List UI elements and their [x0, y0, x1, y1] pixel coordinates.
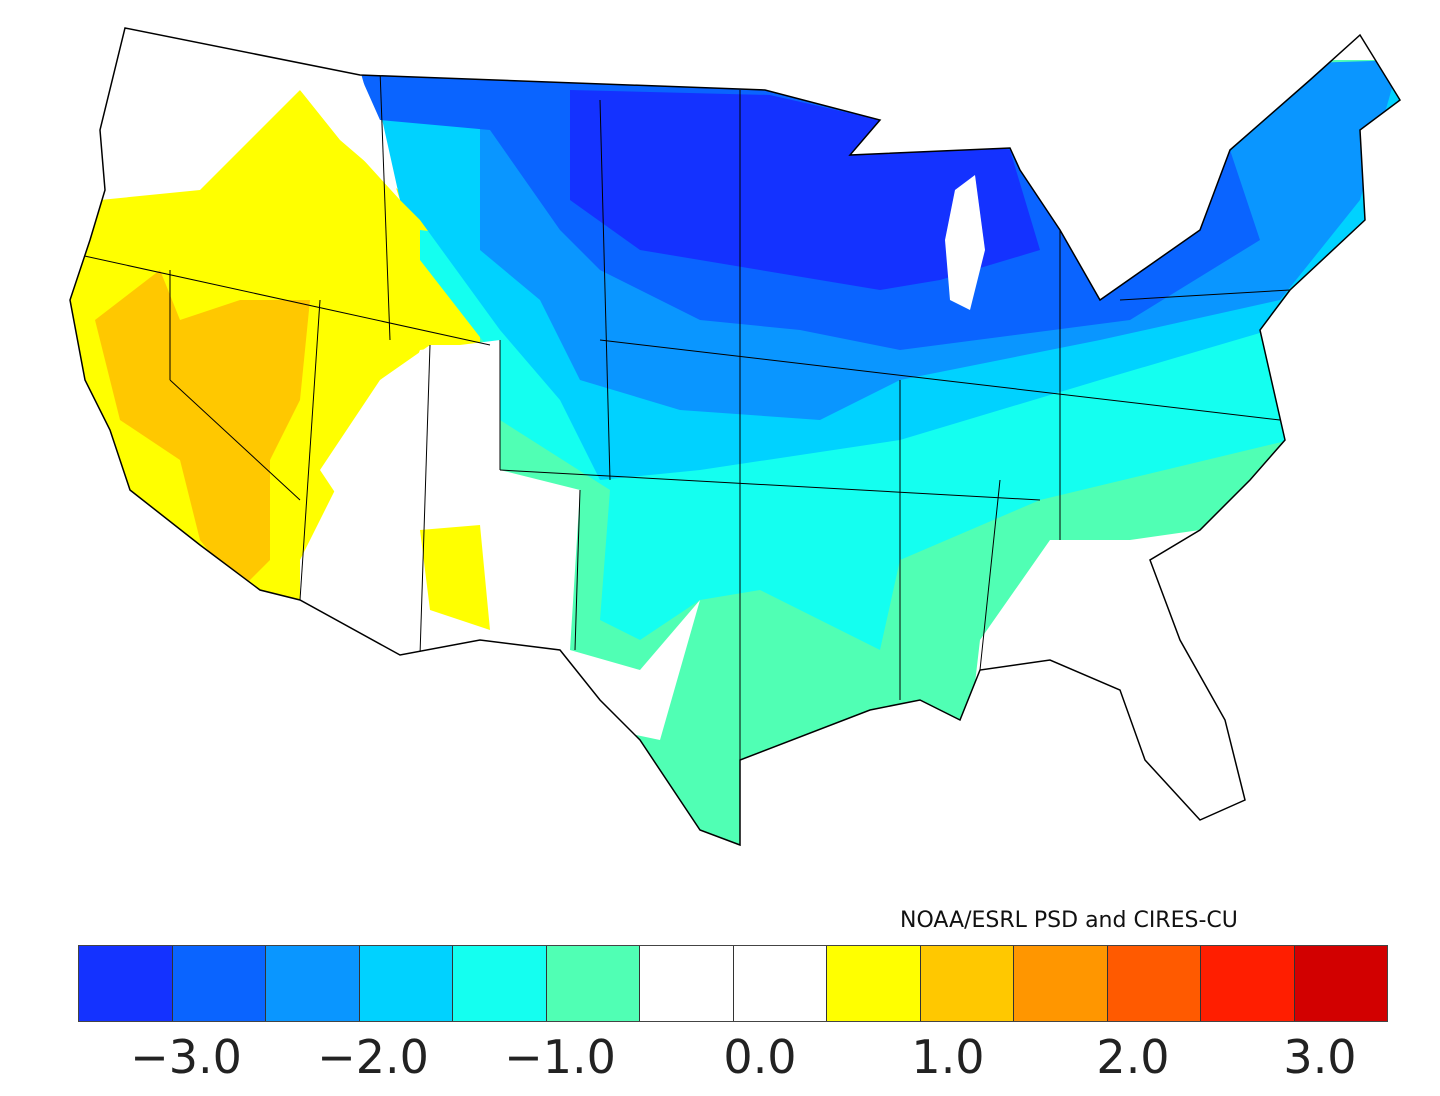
region-west-orange [95, 270, 310, 590]
lake-michigan [945, 175, 985, 310]
region-nm-yellow [420, 525, 490, 630]
colorbar-tick-label: −2.0 [317, 1030, 429, 1084]
colorbar-tick-label: 2.0 [1096, 1030, 1170, 1084]
colorbar-cell [266, 946, 360, 1021]
colorbar [78, 945, 1388, 1022]
colorbar-cell [920, 946, 1014, 1021]
colorbar-tick-label: 3.0 [1283, 1030, 1357, 1084]
colorbar-cell [453, 946, 547, 1021]
colorbar-cell [172, 946, 266, 1021]
colorbar-cell [640, 946, 734, 1021]
region-southwest-white [300, 340, 700, 740]
credit-label: NOAA/ESRL PSD and CIRES-CU [900, 908, 1238, 933]
colorbar-tick-label: 0.0 [723, 1030, 797, 1084]
colorbar-cell [1294, 946, 1387, 1021]
state-borders [79, 69, 1291, 760]
colorbar-cell [546, 946, 640, 1021]
colorbar-cell [827, 946, 921, 1021]
colorbar-cell [1014, 946, 1108, 1021]
colorbar-cell [1201, 946, 1295, 1021]
colorbar-tick-label: −1.0 [504, 1030, 616, 1084]
colorbar-tick-label: −3.0 [130, 1030, 242, 1084]
colorbar-cell [1107, 946, 1201, 1021]
us-climate-division-map [69, 27, 1401, 846]
colorbar-cell [79, 946, 173, 1021]
colorbar-cell [359, 946, 453, 1021]
colorbar-tick-label: 1.0 [911, 1030, 985, 1084]
colorbar-cell [733, 946, 827, 1021]
